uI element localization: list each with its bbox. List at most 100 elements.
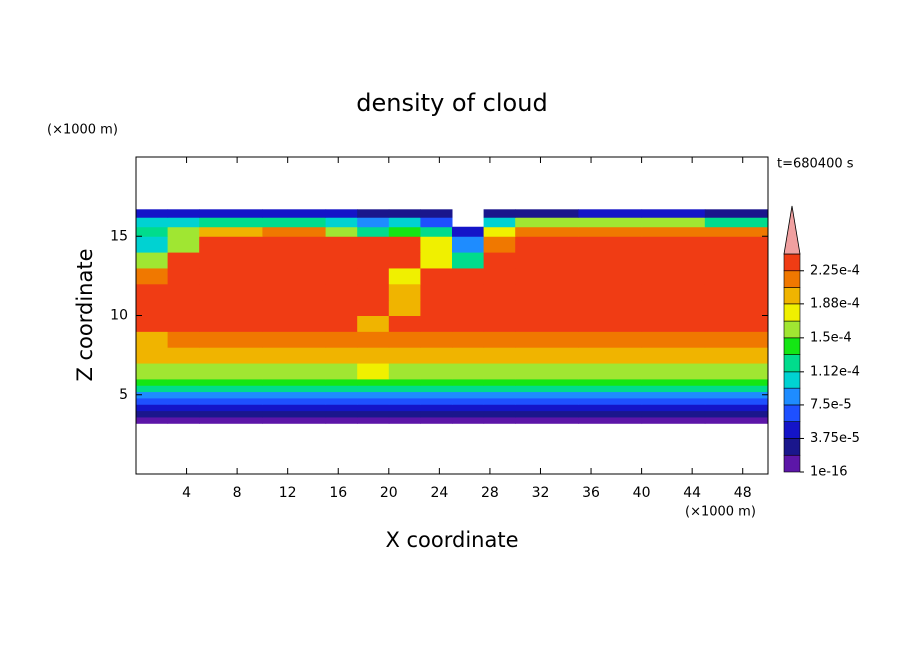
colorbar-bin bbox=[783, 253, 801, 272]
x-tick-label: 4 bbox=[182, 485, 191, 501]
field-cell bbox=[262, 226, 327, 237]
field-cell bbox=[199, 252, 263, 269]
field-cell bbox=[452, 363, 485, 380]
field-cell bbox=[262, 299, 327, 316]
field-cell bbox=[515, 404, 579, 412]
field-cell bbox=[641, 410, 706, 418]
field-cell bbox=[388, 363, 421, 380]
field-cell bbox=[199, 283, 263, 301]
field-cell bbox=[357, 416, 390, 424]
field-cell bbox=[483, 315, 516, 332]
field-cell bbox=[578, 363, 643, 380]
field-cell bbox=[578, 217, 643, 228]
field-cell bbox=[641, 391, 706, 399]
field-cell bbox=[420, 252, 453, 269]
field-cell bbox=[704, 217, 769, 228]
field-cell bbox=[641, 416, 706, 424]
field-cell bbox=[452, 299, 485, 316]
field-cell bbox=[452, 236, 485, 253]
colorbar-bin bbox=[783, 387, 801, 406]
field-cell bbox=[420, 391, 453, 399]
field-cell bbox=[452, 283, 485, 301]
field-cell bbox=[262, 236, 327, 253]
field-cell bbox=[420, 378, 453, 386]
field-cell bbox=[262, 347, 327, 364]
field-cell bbox=[199, 217, 263, 228]
field-cell bbox=[167, 252, 200, 269]
field-cell bbox=[420, 363, 453, 380]
field-cell bbox=[641, 283, 706, 301]
field-cell bbox=[262, 331, 327, 348]
field-cell bbox=[388, 404, 421, 412]
field-cell bbox=[452, 347, 485, 364]
field-cell bbox=[325, 209, 358, 218]
field-cell bbox=[262, 404, 327, 412]
field-cell bbox=[136, 315, 169, 332]
field-cell bbox=[420, 331, 453, 348]
colorbar-tick-label: 1e-16 bbox=[810, 465, 848, 480]
field-cell bbox=[136, 331, 169, 348]
field-cell bbox=[483, 299, 516, 316]
field-cell bbox=[452, 404, 485, 412]
field-cell bbox=[262, 267, 327, 285]
field-cell bbox=[641, 299, 706, 316]
field-cell bbox=[641, 397, 706, 405]
field-cell bbox=[420, 404, 453, 412]
field-cell bbox=[578, 385, 643, 393]
field-cell bbox=[167, 331, 200, 348]
field-cell bbox=[483, 217, 516, 228]
field-cell bbox=[641, 209, 706, 218]
field-cell bbox=[199, 404, 263, 412]
field-cell bbox=[136, 252, 169, 269]
field-cell bbox=[199, 331, 263, 348]
field-cell bbox=[388, 283, 421, 301]
chart-title: density of cloud bbox=[356, 89, 547, 117]
field-cell bbox=[167, 299, 200, 316]
field-cell bbox=[704, 209, 769, 218]
field-cell bbox=[357, 315, 390, 332]
field-cell bbox=[388, 378, 421, 386]
colorbar-tick-label: 1.5e-4 bbox=[810, 330, 852, 345]
field-cell bbox=[325, 283, 358, 301]
field-cell bbox=[388, 315, 421, 332]
field-cell bbox=[483, 267, 516, 285]
field-cell bbox=[515, 226, 579, 237]
field-cell bbox=[136, 363, 169, 380]
field-cell bbox=[452, 391, 485, 399]
field-cell bbox=[325, 385, 358, 393]
field-cell bbox=[262, 397, 327, 405]
field-cell bbox=[357, 391, 390, 399]
field-cell bbox=[167, 378, 200, 386]
field-cell bbox=[325, 236, 358, 253]
field-cell bbox=[199, 410, 263, 418]
field-cell bbox=[388, 391, 421, 399]
field-cell bbox=[452, 315, 485, 332]
field-cell bbox=[357, 299, 390, 316]
field-cell bbox=[641, 363, 706, 380]
field-cell bbox=[578, 378, 643, 386]
field-cell bbox=[420, 236, 453, 253]
field-cell bbox=[357, 385, 390, 393]
field-cell bbox=[578, 226, 643, 237]
field-cell bbox=[262, 252, 327, 269]
field-cell bbox=[388, 331, 421, 348]
field-cell bbox=[357, 404, 390, 412]
field-cell bbox=[704, 283, 769, 301]
field-cell bbox=[388, 217, 421, 228]
field-cell bbox=[641, 267, 706, 285]
field-cell bbox=[515, 385, 579, 393]
field-cell bbox=[704, 236, 769, 253]
field-cell bbox=[515, 252, 579, 269]
field-cell bbox=[515, 378, 579, 386]
x-tick-label: 36 bbox=[582, 485, 600, 501]
field-cell bbox=[167, 347, 200, 364]
field-cell bbox=[388, 347, 421, 364]
colorbar-tick-label: 7.5e-5 bbox=[810, 397, 852, 412]
field-cell bbox=[388, 252, 421, 269]
colorbar-bin bbox=[783, 320, 801, 339]
field-cell bbox=[262, 283, 327, 301]
field-cell bbox=[136, 410, 169, 418]
field-cell bbox=[515, 315, 579, 332]
field-cell bbox=[515, 363, 579, 380]
field-cell bbox=[420, 299, 453, 316]
